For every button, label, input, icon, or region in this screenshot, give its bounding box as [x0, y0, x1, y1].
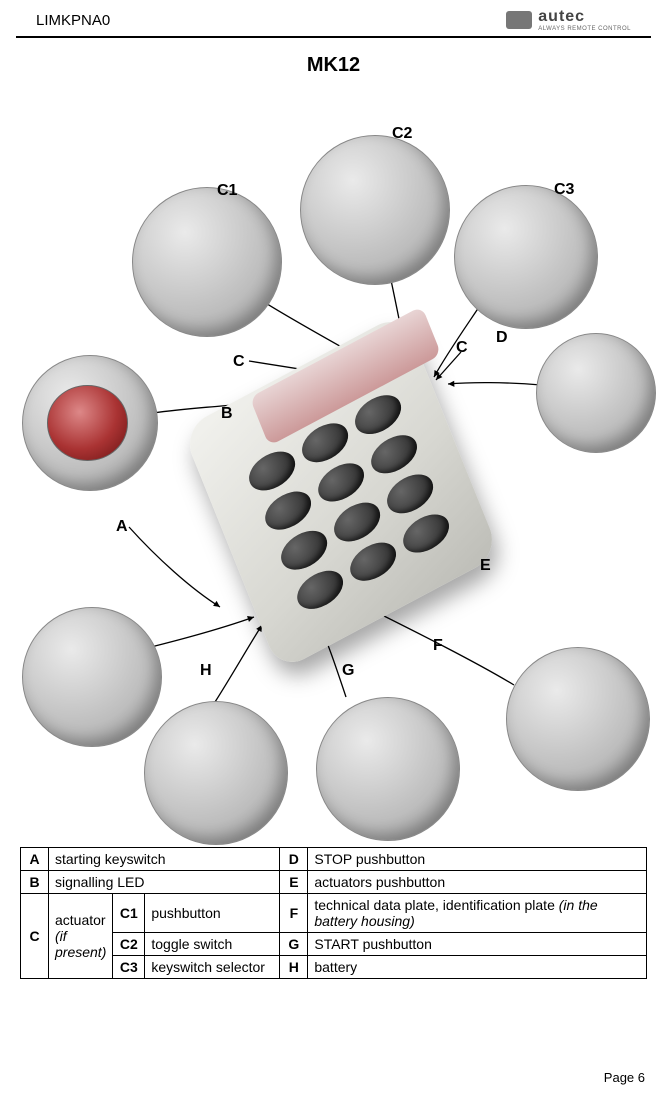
cell-text: STOP pushbutton	[308, 848, 647, 871]
text: (if	[55, 928, 67, 944]
cell-key: C	[21, 894, 49, 979]
brand-logo: autec ALWAYS REMOTE CONTROL	[506, 8, 631, 32]
cell-key: D	[280, 848, 308, 871]
remote-illustration	[176, 342, 506, 652]
cell-key: G	[280, 933, 308, 956]
cell-key: C1	[113, 894, 145, 933]
table-row: C2 toggle switch G START pushbutton	[21, 933, 647, 956]
text: actuator	[55, 912, 106, 928]
detail-circle-stop	[22, 355, 158, 491]
detail-circle-c1	[132, 187, 282, 337]
callout-label-C1: C1	[217, 182, 237, 200]
callout-label-Cleft: C	[233, 353, 245, 371]
cell-key: A	[21, 848, 49, 871]
cell-text: actuators pushbutton	[308, 871, 647, 894]
cell-key: F	[280, 894, 308, 933]
cell-text: battery	[308, 956, 647, 979]
cell-text: toggle switch	[145, 933, 280, 956]
cell-text: starting keyswitch	[49, 848, 280, 871]
detail-circle-a	[22, 607, 162, 747]
detail-circle-d	[536, 333, 656, 453]
page-number: Page 6	[604, 1070, 645, 1085]
callout-label-C3: C3	[554, 181, 574, 199]
table-row: B signalling LED E actuators pushbutton	[21, 871, 647, 894]
cell-key: H	[280, 956, 308, 979]
cell-text: keyswitch selector	[145, 956, 280, 979]
detail-circle-g	[316, 697, 460, 841]
callout-diagram: C1 C2 C3 A B C C D E F G H	[16, 77, 651, 847]
detail-circle-c2	[300, 135, 450, 285]
page-header: LIMKPNA0 autec ALWAYS REMOTE CONTROL	[16, 0, 651, 38]
cell-key: B	[21, 871, 49, 894]
table-row: A starting keyswitch D STOP pushbutton	[21, 848, 647, 871]
logo-icon	[506, 11, 532, 29]
legend-table: A starting keyswitch D STOP pushbutton B…	[20, 847, 647, 979]
page-title: MK12	[0, 54, 667, 77]
callout-label-B: B	[221, 405, 233, 423]
cell-text: pushbutton	[145, 894, 280, 933]
cell-text: actuator (if present)	[49, 894, 113, 979]
cell-key: C3	[113, 956, 145, 979]
cell-text: START pushbutton	[308, 933, 647, 956]
text: present)	[55, 944, 106, 960]
callout-label-A: A	[116, 518, 128, 536]
callout-label-H: H	[200, 662, 212, 680]
brand-name: autec	[538, 8, 585, 25]
detail-circle-f	[506, 647, 650, 791]
cell-key: C2	[113, 933, 145, 956]
cell-key: E	[280, 871, 308, 894]
callout-label-G: G	[342, 662, 354, 680]
detail-circle-c3	[454, 185, 598, 329]
callout-label-Cright: C	[456, 339, 468, 357]
doc-code: LIMKPNA0	[36, 12, 110, 29]
table-row: C3 keyswitch selector H battery	[21, 956, 647, 979]
callout-label-C2: C2	[392, 125, 412, 143]
brand-sub: ALWAYS REMOTE CONTROL	[538, 26, 631, 32]
callout-label-E: E	[480, 557, 491, 575]
cell-text: technical data plate, identification pla…	[308, 894, 647, 933]
cell-text: signalling LED	[49, 871, 280, 894]
callout-label-F: F	[433, 637, 443, 655]
callout-label-D: D	[496, 329, 508, 347]
text: technical data plate, identification pla…	[314, 897, 558, 913]
detail-circle-h	[144, 701, 288, 845]
table-row: C actuator (if present) C1 pushbutton F …	[21, 894, 647, 933]
